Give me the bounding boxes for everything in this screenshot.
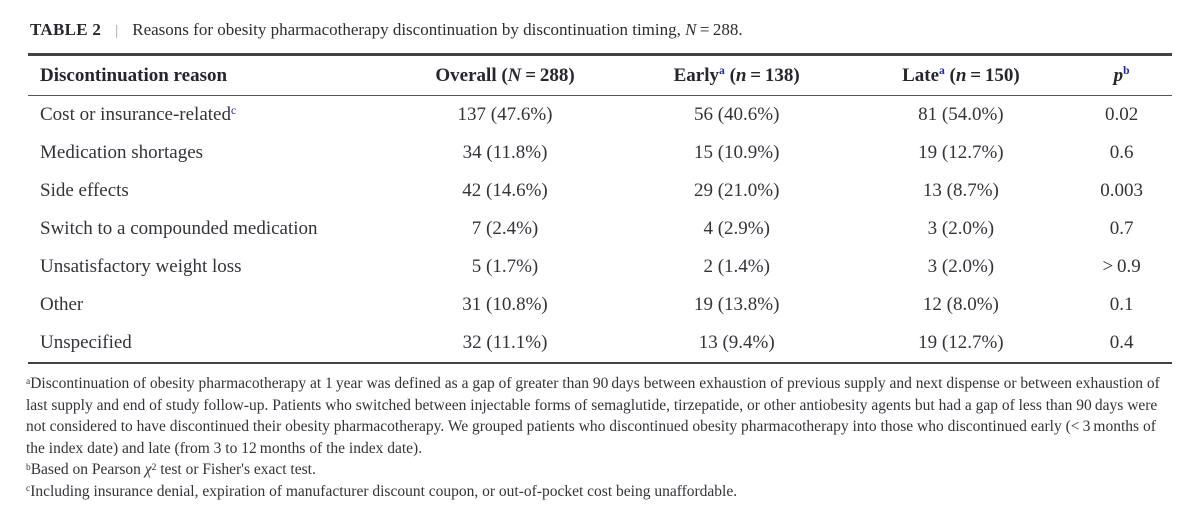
footnote-a-marker: a bbox=[26, 376, 31, 387]
table-row: Unsatisfactory weight loss 5 (1.7%) 2 (1… bbox=[28, 248, 1172, 286]
cell-early: 19 (13.8%) bbox=[693, 294, 780, 315]
cell-overall: 32 (11.1%) bbox=[462, 332, 548, 353]
caption-text-pre: Reasons for obesity pharmacotherapy disc… bbox=[132, 20, 686, 39]
cell-p-value: 0.003 bbox=[1100, 180, 1144, 201]
overall-header-count: = 288) bbox=[521, 64, 575, 86]
late-header-paren: ( bbox=[944, 64, 956, 86]
cell-overall: 31 (10.8%) bbox=[462, 294, 548, 315]
cell-p-value: 0.6 bbox=[1109, 142, 1134, 163]
cell-late: 12 (8.0%) bbox=[922, 294, 999, 315]
reason-label: Cost or insurance-related bbox=[40, 104, 231, 125]
cell-early: 29 (21.0%) bbox=[693, 180, 780, 201]
col-header-overall: Overall (N = 288) bbox=[387, 54, 623, 96]
cell-overall: 34 (11.8%) bbox=[462, 142, 548, 163]
overall-header-text: Overall ( bbox=[435, 64, 508, 86]
table-row: Medication shortages 34 (11.8%) 15 (10.9… bbox=[28, 134, 1172, 172]
caption-n-variable: N bbox=[685, 20, 697, 39]
footnote-b-marker: b bbox=[26, 462, 31, 473]
footnote-a-text: Discontinuation of obesity pharmacothera… bbox=[26, 375, 1160, 457]
footnote-a: aDiscontinuation of obesity pharmacother… bbox=[26, 373, 1172, 459]
early-header-count: = 138) bbox=[746, 64, 800, 86]
table-row: Cost or insurance-relatedc 137 (47.6%) 5… bbox=[28, 96, 1172, 135]
cell-reason: Switch to a compounded medication bbox=[40, 218, 318, 239]
table-row: Other 31 (10.8%) 19 (13.8%) 12 (8.0%) 0.… bbox=[28, 286, 1172, 324]
cell-early: 13 (9.4%) bbox=[698, 332, 775, 353]
cell-overall: 7 (2.4%) bbox=[471, 218, 539, 239]
cell-p-value: 0.4 bbox=[1109, 332, 1134, 353]
cell-reason: Cost or insurance-relatedc bbox=[28, 96, 387, 135]
footnotes: aDiscontinuation of obesity pharmacother… bbox=[26, 373, 1172, 502]
cell-early: 56 (40.6%) bbox=[693, 104, 780, 125]
header-row: Discontinuation reason Overall (N = 288)… bbox=[28, 54, 1172, 96]
footnote-b: bBased on Pearson χ2 test or Fisher's ex… bbox=[26, 459, 1172, 481]
table-row: Side effects 42 (14.6%) 29 (21.0%) 13 (8… bbox=[28, 172, 1172, 210]
cell-late: 19 (12.7%) bbox=[918, 142, 1004, 163]
cell-late: 3 (2.0%) bbox=[927, 218, 995, 239]
reason-footnote-marker: c bbox=[230, 103, 237, 117]
cell-early: 15 (10.9%) bbox=[693, 142, 780, 163]
cell-late: 3 (2.0%) bbox=[927, 256, 995, 277]
col-header-p-value: pb bbox=[1071, 54, 1172, 96]
caption-text: Reasons for obesity pharmacotherapy disc… bbox=[132, 20, 742, 40]
data-table: Discontinuation reason Overall (N = 288)… bbox=[28, 53, 1172, 364]
table-row: Switch to a compounded medication 7 (2.4… bbox=[28, 210, 1172, 248]
footnote-b-text-pre: Based on Pearson bbox=[30, 461, 145, 479]
table-row: Unspecified 32 (11.1%) 13 (9.4%) 19 (12.… bbox=[28, 324, 1172, 363]
cell-reason: Unspecified bbox=[40, 332, 132, 353]
footnote-c: cIncluding insurance denial, expiration … bbox=[26, 481, 1172, 503]
cell-overall: 5 (1.7%) bbox=[471, 256, 539, 277]
col-header-reason: Discontinuation reason bbox=[28, 54, 388, 96]
chi-symbol: χ bbox=[144, 461, 152, 479]
late-header-text: Late bbox=[902, 64, 939, 86]
early-header-paren: ( bbox=[724, 64, 736, 86]
footnote-c-text: Including insurance denial, expiration o… bbox=[30, 482, 738, 500]
cell-reason: Other bbox=[40, 294, 84, 315]
cell-early: 4 (2.9%) bbox=[703, 218, 770, 239]
cell-p-value: > 0.9 bbox=[1102, 256, 1141, 277]
late-header-count: = 150) bbox=[966, 64, 1020, 86]
caption-separator: | bbox=[115, 23, 119, 39]
cell-late: 81 (54.0%) bbox=[918, 104, 1004, 125]
p-variable: p bbox=[1113, 64, 1124, 86]
footnote-c-marker: c bbox=[26, 484, 31, 495]
col-header-late: Latea (n = 150) bbox=[850, 54, 1072, 96]
cell-early: 2 (1.4%) bbox=[703, 256, 770, 277]
overall-n-variable: N bbox=[507, 64, 522, 86]
chi-squared-exponent: 2 bbox=[151, 462, 157, 473]
cell-reason: Medication shortages bbox=[40, 142, 204, 163]
cell-p-value: 0.7 bbox=[1109, 218, 1134, 239]
early-n-variable: n bbox=[735, 64, 747, 86]
p-footnote-marker: b bbox=[1123, 64, 1130, 78]
late-n-variable: n bbox=[955, 64, 967, 86]
table-number: TABLE 2 bbox=[30, 20, 102, 39]
footnote-b-text-post: test or Fisher's exact test. bbox=[156, 461, 316, 479]
table-caption: TABLE 2 | Reasons for obesity pharmacoth… bbox=[30, 20, 1172, 40]
cell-late: 13 (8.7%) bbox=[922, 180, 999, 201]
cell-overall: 42 (14.6%) bbox=[462, 180, 548, 201]
early-footnote-marker: a bbox=[719, 64, 725, 78]
cell-overall: 137 (47.6%) bbox=[457, 104, 553, 125]
cell-late: 19 (12.7%) bbox=[918, 332, 1004, 353]
late-footnote-marker: a bbox=[939, 64, 945, 78]
cell-p-value: 0.1 bbox=[1109, 294, 1134, 315]
early-header-text: Early bbox=[673, 64, 720, 86]
col-header-early: Earlya (n = 138) bbox=[622, 54, 851, 96]
cell-reason: Side effects bbox=[40, 180, 129, 201]
caption-text-post: = 288. bbox=[696, 20, 743, 39]
cell-p-value: 0.02 bbox=[1105, 104, 1139, 125]
cell-reason: Unsatisfactory weight loss bbox=[40, 256, 242, 277]
